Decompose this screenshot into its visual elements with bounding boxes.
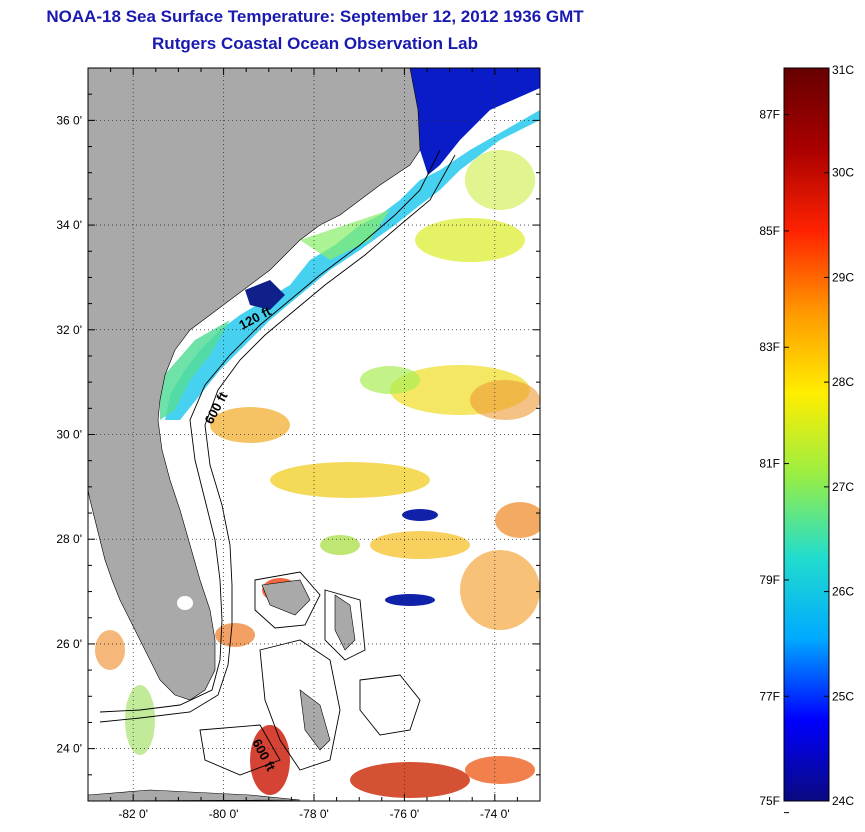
- lat-tick-label: 30 0': [56, 428, 82, 442]
- sst-patch: [210, 407, 290, 443]
- lat-tick-label: 32 0': [56, 323, 82, 337]
- sst-patch: [215, 623, 255, 647]
- depth-contours: [99, 149, 456, 776]
- lon-tick-label: -76 0': [390, 807, 420, 821]
- colorbar-celsius-label: 28C: [832, 375, 854, 389]
- colorbar-celsius-label: 31C: [832, 63, 854, 77]
- lat-tick-label: 36 0': [56, 113, 82, 127]
- lon-tick-label: -80 0': [209, 807, 239, 821]
- contour-bahamas-north: [254, 571, 321, 629]
- map-axes: -82 0' -80 0' -78 0' -76 0' -74 0' 24 0' 26 0'…: [56, 67, 541, 821]
- lat-tick-label: 34 0': [56, 218, 82, 232]
- us-southeast-landmass: [88, 68, 421, 701]
- colorbar-celsius-label: 24C: [832, 794, 854, 808]
- cold-water-northeast: [410, 68, 540, 175]
- hot-patch: [250, 725, 290, 795]
- lat-tick-label: 28 0': [56, 532, 82, 546]
- map-grid: [88, 68, 540, 801]
- warm-green-band: [160, 320, 230, 420]
- land: [88, 68, 421, 801]
- sst-patch: [460, 550, 540, 630]
- sst-patch: [360, 366, 420, 394]
- contour-120ft: [99, 149, 441, 713]
- lon-tick-label: -78 0': [299, 807, 329, 821]
- lat-tick-label: 24 0': [56, 742, 82, 756]
- sst-patch: [95, 630, 125, 670]
- colorbar-ticks: 31C 30C 29C 28C 27C 26C 25C 24C 87F 85F 83F 81F 79F 7…: [759, 63, 854, 814]
- sst-patch: [125, 685, 155, 755]
- sst-patch: [370, 531, 470, 559]
- colorbar-fahrenheit-label: 75F: [759, 794, 780, 808]
- colorbar-celsius-label: 29C: [832, 270, 854, 284]
- lat-tick-label: 26 0': [56, 637, 82, 651]
- sst-patch: [270, 462, 430, 498]
- map-layers: [88, 68, 540, 801]
- contour-cay-sal: [199, 724, 281, 776]
- sst-patch: [470, 380, 540, 420]
- island-grand-bahama: [261, 579, 311, 616]
- colorbar-fahrenheit-label: 85F: [759, 224, 780, 238]
- colorbar-celsius-label: 27C: [832, 480, 854, 494]
- colorbar-celsius-label: 30C: [832, 166, 854, 180]
- green-patch-north: [300, 210, 390, 260]
- map-title: NOAA-18 Sea Surface Temperature: Septemb…: [46, 7, 584, 26]
- sst-imagery: [95, 68, 540, 798]
- sst-patch: [495, 502, 540, 538]
- colorbar-fahrenheit-label: 79F: [759, 573, 780, 587]
- cuba-coast: [88, 789, 301, 801]
- colorbar-celsius-label: 26C: [832, 585, 854, 599]
- cold-patch-sc: [245, 280, 285, 310]
- contour-tongue-of-ocean: [259, 639, 341, 771]
- contour-abaco: [324, 589, 366, 661]
- lon-tick-label: -82 0': [118, 807, 148, 821]
- lon-tick-label: -74 0': [480, 807, 510, 821]
- lake-okeechobee: [177, 596, 193, 610]
- colorbar-celsius-label: 25C: [832, 689, 854, 703]
- sst-patch: [320, 535, 360, 555]
- hot-patch: [465, 756, 535, 784]
- cold-patch: [385, 594, 435, 606]
- sst-patch: [415, 218, 525, 262]
- map-subtitle: Rutgers Coastal Ocean Observation Lab: [152, 34, 478, 53]
- sst-patch: [465, 150, 535, 210]
- hot-patch: [350, 762, 470, 798]
- island-abaco: [334, 594, 356, 651]
- cold-patch: [402, 509, 438, 521]
- colorbar: [783, 67, 830, 802]
- colorbar-fahrenheit-label: 87F: [759, 108, 780, 122]
- colorbar-fahrenheit-label: 83F: [759, 340, 780, 354]
- colorbar-fahrenheit-label: 81F: [759, 457, 780, 471]
- island-andros: [299, 689, 331, 751]
- contour-600ft: [99, 154, 456, 723]
- colorbar-fahrenheit-label: 77F: [759, 689, 780, 703]
- contour-exuma: [359, 674, 421, 736]
